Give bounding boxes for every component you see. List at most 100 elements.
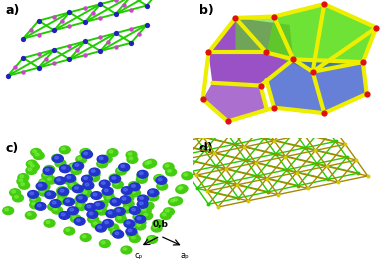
Circle shape — [78, 196, 81, 198]
Circle shape — [59, 198, 63, 201]
Circle shape — [159, 184, 163, 187]
Polygon shape — [203, 83, 266, 121]
Circle shape — [114, 182, 118, 185]
Circle shape — [74, 197, 85, 205]
Circle shape — [130, 189, 141, 197]
Circle shape — [45, 169, 49, 171]
Circle shape — [67, 177, 71, 180]
Circle shape — [76, 194, 86, 202]
Polygon shape — [266, 59, 367, 113]
Circle shape — [115, 232, 119, 235]
Circle shape — [120, 196, 131, 204]
Circle shape — [70, 215, 81, 222]
Circle shape — [76, 219, 80, 222]
Circle shape — [28, 190, 39, 198]
Circle shape — [95, 224, 106, 232]
Circle shape — [68, 163, 79, 171]
Circle shape — [142, 208, 146, 211]
Circle shape — [44, 219, 55, 227]
Circle shape — [129, 235, 140, 243]
Circle shape — [28, 168, 32, 171]
Circle shape — [128, 153, 132, 155]
Text: d): d) — [199, 142, 213, 155]
Circle shape — [111, 176, 115, 178]
Text: cₚ: cₚ — [134, 251, 142, 261]
Circle shape — [76, 199, 80, 201]
Circle shape — [148, 189, 159, 197]
Circle shape — [129, 183, 140, 191]
Circle shape — [89, 212, 93, 215]
Circle shape — [3, 207, 14, 214]
Circle shape — [52, 201, 56, 204]
Circle shape — [129, 182, 139, 189]
Circle shape — [59, 212, 70, 219]
Text: b): b) — [199, 4, 213, 17]
Circle shape — [82, 150, 93, 158]
Circle shape — [110, 228, 121, 236]
Circle shape — [179, 186, 183, 189]
Circle shape — [90, 217, 93, 220]
Circle shape — [98, 226, 102, 229]
Circle shape — [176, 186, 187, 193]
Circle shape — [66, 178, 70, 181]
Circle shape — [32, 197, 36, 200]
Circle shape — [119, 164, 130, 172]
Circle shape — [83, 191, 87, 194]
Circle shape — [163, 213, 166, 216]
Circle shape — [93, 193, 97, 196]
Circle shape — [60, 189, 64, 192]
Circle shape — [123, 200, 134, 208]
Circle shape — [74, 187, 78, 189]
Circle shape — [177, 185, 188, 192]
Circle shape — [66, 200, 69, 202]
Circle shape — [66, 229, 69, 231]
Circle shape — [70, 164, 74, 167]
Circle shape — [117, 209, 120, 212]
Text: aₚ: aₚ — [181, 251, 190, 261]
Circle shape — [153, 226, 157, 228]
Circle shape — [124, 220, 135, 228]
Circle shape — [157, 182, 168, 190]
Circle shape — [30, 196, 41, 204]
Circle shape — [115, 215, 126, 223]
Circle shape — [105, 192, 108, 195]
Circle shape — [126, 228, 137, 235]
Circle shape — [102, 155, 112, 163]
Circle shape — [20, 175, 24, 178]
Circle shape — [149, 237, 152, 240]
Circle shape — [110, 175, 120, 183]
Circle shape — [137, 220, 141, 223]
Circle shape — [139, 202, 143, 205]
Circle shape — [91, 170, 95, 172]
Circle shape — [112, 230, 116, 232]
Circle shape — [147, 236, 157, 243]
Circle shape — [109, 150, 113, 153]
Circle shape — [50, 200, 61, 208]
Circle shape — [121, 165, 125, 168]
Circle shape — [113, 230, 124, 238]
Circle shape — [38, 188, 49, 196]
Circle shape — [85, 183, 89, 186]
Circle shape — [5, 208, 8, 211]
Circle shape — [132, 185, 135, 187]
Circle shape — [30, 201, 41, 209]
Circle shape — [112, 200, 116, 203]
Circle shape — [30, 192, 34, 195]
Circle shape — [33, 152, 44, 160]
Circle shape — [129, 231, 133, 234]
Circle shape — [59, 192, 63, 194]
Circle shape — [138, 177, 142, 180]
Circle shape — [117, 216, 121, 219]
Polygon shape — [266, 4, 376, 72]
Circle shape — [33, 150, 37, 153]
Polygon shape — [235, 17, 274, 52]
Circle shape — [64, 227, 75, 235]
Circle shape — [13, 194, 24, 202]
Circle shape — [146, 159, 157, 167]
Circle shape — [65, 176, 76, 184]
Circle shape — [156, 176, 160, 179]
Circle shape — [119, 163, 130, 171]
Circle shape — [114, 211, 125, 218]
Circle shape — [137, 224, 141, 226]
Circle shape — [102, 182, 105, 184]
